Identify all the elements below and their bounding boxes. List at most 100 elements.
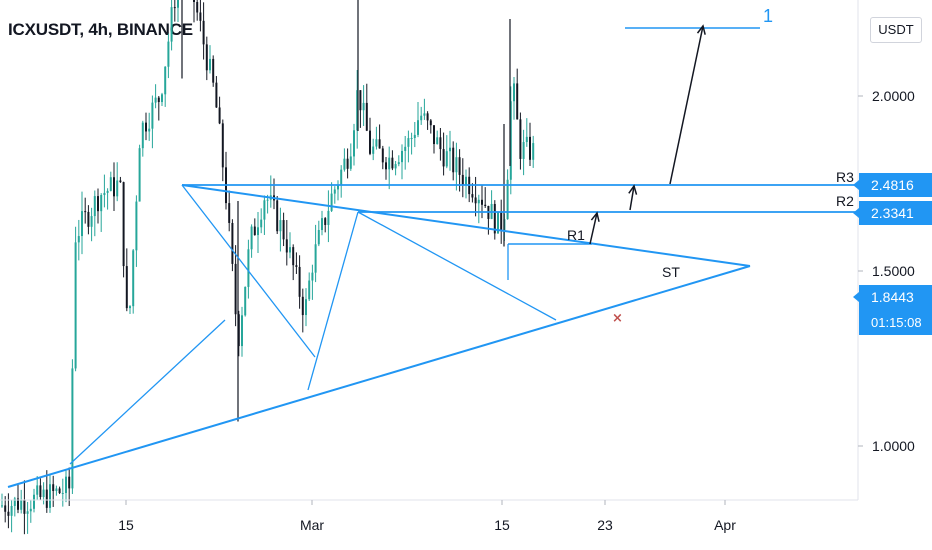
candle-body — [132, 250, 135, 307]
candle-body — [343, 158, 346, 170]
candle-body — [71, 368, 74, 489]
price-tags-group: 2.4816 2.3341 1.8443 01:15:08 — [853, 173, 932, 335]
time-tick-label: 23 — [597, 517, 613, 533]
candle-body — [167, 41, 170, 67]
candle-body — [417, 120, 419, 135]
candle-body — [353, 130, 355, 157]
candle-body — [231, 222, 234, 264]
candle-body — [407, 138, 410, 147]
candle-body — [484, 204, 487, 207]
candle-body — [321, 218, 323, 231]
zigzag-line — [357, 211, 557, 321]
cross-marker-icon: × — [612, 311, 623, 326]
candle-body — [177, 0, 179, 8]
candle-body — [42, 489, 45, 498]
candle-body — [493, 203, 496, 234]
triangle-upper-line — [181, 184, 751, 267]
level-label-r2: R2 — [836, 193, 854, 209]
candle-body — [29, 508, 32, 512]
candle-body — [292, 247, 295, 266]
candle-body — [388, 157, 391, 170]
candle-body — [308, 280, 311, 300]
candle-body — [199, 12, 202, 21]
annotation-st: ST — [662, 264, 680, 280]
price-tick-label: 2.0000 — [872, 88, 915, 104]
candle-body — [45, 489, 48, 508]
price-tag-pointer — [853, 180, 859, 190]
candle-body — [122, 182, 125, 267]
candle-body — [369, 130, 371, 154]
candle-body — [516, 83, 519, 120]
candle-body — [500, 211, 503, 232]
candle-body — [327, 210, 330, 225]
candle-body — [391, 157, 394, 169]
candle-body — [196, 2, 199, 13]
candle-body — [90, 216, 93, 227]
candle-body — [381, 148, 384, 163]
candle-body — [154, 97, 157, 103]
candle-body — [372, 146, 375, 154]
candle-body — [429, 120, 432, 126]
candle-body — [241, 315, 243, 347]
countdown-label: 01:15:08 — [871, 315, 922, 330]
candle-body — [93, 196, 96, 217]
candle-body — [506, 179, 509, 220]
candle-body — [7, 511, 10, 516]
unit-badge[interactable]: USDT — [870, 17, 922, 43]
candle-body — [4, 505, 7, 512]
candle-body — [125, 266, 128, 309]
candle-body — [212, 58, 215, 83]
candle-body — [413, 134, 416, 139]
candle-body — [522, 142, 525, 159]
target-label: 1 — [763, 6, 773, 26]
time-tick-label: 15 — [118, 517, 134, 533]
candle-body — [148, 128, 151, 132]
candle-body — [420, 115, 423, 121]
candle-body — [529, 136, 531, 160]
price-tick-label: 1.5000 — [872, 263, 915, 279]
candle-body — [289, 247, 291, 253]
price-tag-pointer — [853, 292, 859, 302]
arrow-r2-r3 — [629, 185, 635, 211]
candle-body — [65, 476, 67, 493]
candle-body — [237, 314, 240, 347]
level-label-r3: R3 — [836, 169, 854, 185]
zigzag-line — [307, 211, 359, 391]
candle-body — [49, 484, 51, 508]
candle-body — [68, 476, 71, 489]
candle-body — [58, 488, 61, 494]
chart-title: ICXUSDT, 4h, BINANCE — [8, 20, 193, 39]
candle-body — [513, 83, 515, 102]
candle-body — [279, 220, 282, 232]
price-tag — [859, 285, 932, 335]
candle-body — [532, 143, 535, 160]
candle-body — [193, 0, 195, 3]
candle-body — [161, 94, 163, 103]
candle-body — [170, 7, 173, 42]
candle-body — [356, 90, 359, 131]
price-tag-label: 2.4816 — [871, 177, 914, 193]
candle-body — [26, 511, 29, 514]
candle-body — [260, 219, 263, 228]
candle-body — [385, 162, 387, 170]
candle-body — [103, 192, 106, 196]
price-tag — [859, 173, 932, 197]
time-tick-label: 15 — [494, 517, 510, 533]
candle-body — [317, 230, 320, 245]
candle-body — [145, 122, 147, 132]
candle-body — [221, 123, 224, 168]
candle-body — [519, 119, 522, 159]
candle-body — [77, 236, 80, 243]
arrow-r3-target — [669, 25, 704, 185]
candle-body — [465, 176, 467, 186]
candle-body — [362, 102, 365, 111]
candle-body — [298, 266, 301, 297]
candle-body — [173, 7, 176, 9]
arrow-r2-r3-head — [628, 184, 638, 195]
candle-body — [525, 136, 528, 143]
candle-body — [61, 492, 64, 494]
arrow-r1-r2 — [589, 212, 598, 245]
candle-body — [337, 185, 339, 190]
candle-body — [36, 485, 39, 495]
